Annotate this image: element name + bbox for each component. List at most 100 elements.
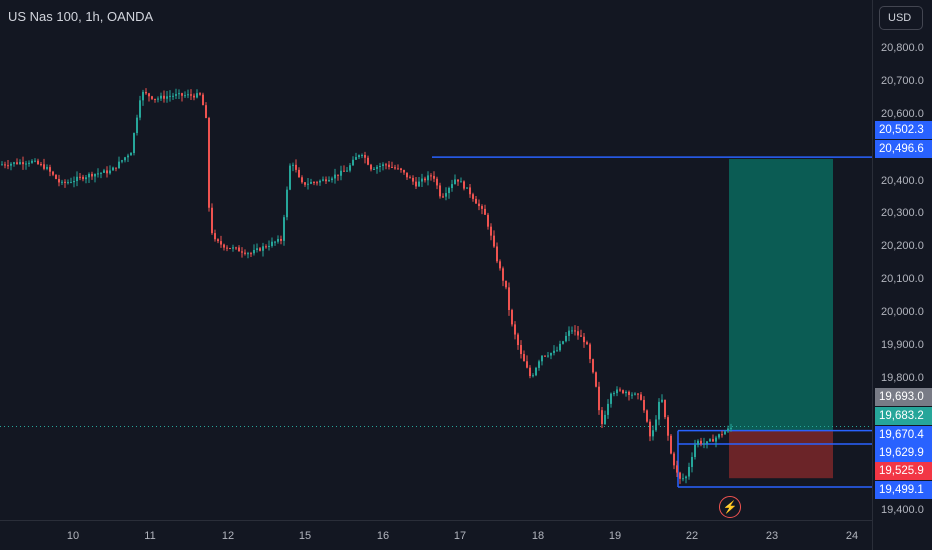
flash-icon[interactable]: ⚡	[719, 496, 741, 518]
candle-body	[64, 181, 66, 183]
candle-body	[478, 203, 480, 207]
candle-body	[496, 246, 498, 262]
time-label: 18	[531, 530, 545, 542]
candle-body	[592, 359, 594, 373]
price-tick: 20,700.0	[881, 75, 924, 87]
candle-body	[202, 94, 204, 106]
price-badge-stop: 19,525.9	[875, 462, 932, 480]
candle-body	[658, 401, 660, 420]
price-tick: 20,200.0	[881, 240, 924, 252]
candle-body	[181, 93, 183, 96]
candle-body	[406, 172, 408, 178]
candle-body	[325, 179, 327, 182]
candle-body	[235, 247, 237, 249]
candle-body	[637, 393, 639, 395]
candle-body	[538, 361, 540, 368]
candle-body	[589, 344, 591, 360]
time-label: 22	[685, 530, 699, 542]
candle-body	[550, 352, 552, 356]
candle-body	[394, 167, 396, 169]
price-axis[interactable]: USD 20,800.0 20,700.0 20,600.0 20,400.0 …	[872, 0, 932, 550]
candle-body	[706, 441, 708, 444]
candle-body	[463, 181, 465, 189]
candle-body	[433, 175, 435, 179]
chart-area[interactable]: US Nas 100, 1h, OANDA ⚡	[0, 0, 872, 520]
candle-body	[460, 181, 462, 183]
candle-body	[634, 393, 636, 395]
candle-body	[193, 95, 195, 98]
candle-body	[445, 193, 447, 197]
candle-body	[34, 160, 36, 162]
candle-body	[49, 167, 51, 172]
time-label: 19	[608, 530, 622, 542]
candle-body	[229, 248, 231, 250]
candle-body	[373, 168, 375, 170]
candle-body	[4, 164, 6, 166]
candle-body	[142, 91, 144, 101]
candle-body	[187, 94, 189, 96]
candle-body	[667, 417, 669, 436]
candle-body	[208, 117, 210, 208]
candle-body	[289, 165, 291, 190]
candle-body	[475, 198, 477, 204]
candle-body	[661, 399, 663, 402]
candle-body	[253, 250, 255, 254]
candle-body	[727, 428, 729, 432]
candle-body	[73, 180, 75, 183]
candle-body	[22, 162, 24, 165]
candle-body	[70, 182, 72, 184]
candle-body	[184, 95, 186, 97]
candle-body	[526, 361, 528, 368]
candle-body	[655, 419, 657, 431]
candle-body	[604, 414, 606, 425]
candle-body	[451, 184, 453, 189]
candle-body	[58, 178, 60, 183]
candle-body	[307, 183, 309, 185]
time-label: 12	[221, 530, 235, 542]
profit-zone	[729, 159, 833, 431]
candle-body	[679, 472, 681, 479]
candle-body	[175, 94, 177, 96]
candle-body	[337, 174, 339, 176]
candle-body	[430, 175, 432, 177]
candle-body	[67, 182, 69, 184]
price-badge-target: 20,496.6	[875, 140, 932, 158]
price-chart[interactable]	[0, 0, 872, 520]
candle-body	[130, 153, 132, 156]
candle-body	[304, 182, 306, 185]
candle-body	[532, 375, 534, 377]
candle-body	[670, 435, 672, 454]
candle-body	[676, 465, 678, 473]
candle-body	[418, 181, 420, 187]
currency-button[interactable]: USD	[879, 6, 923, 30]
candle-body	[715, 437, 717, 442]
candle-body	[46, 167, 48, 169]
candle-body	[157, 98, 159, 100]
candle-body	[724, 431, 726, 435]
candle-body	[664, 399, 666, 418]
price-tick: 20,000.0	[881, 306, 924, 318]
time-label: 24	[845, 530, 859, 542]
time-axis[interactable]: 10 11 12 15 16 17 18 19 22 23 24	[0, 520, 872, 550]
candle-body	[259, 248, 261, 251]
candle-body	[250, 253, 252, 255]
candle-body	[127, 155, 129, 158]
candle-body	[151, 96, 153, 99]
candle-body	[286, 189, 288, 218]
candle-body	[349, 165, 351, 171]
candle-body	[367, 157, 369, 165]
candle-body	[190, 94, 192, 96]
candle-body	[295, 164, 297, 170]
candle-body	[628, 391, 630, 395]
candle-body	[211, 207, 213, 234]
time-label: 23	[765, 530, 779, 542]
candle-body	[427, 175, 429, 181]
candle-body	[691, 456, 693, 467]
candle-body	[448, 188, 450, 194]
price-tick: 20,100.0	[881, 273, 924, 285]
candle-body	[205, 105, 207, 118]
candle-body	[583, 336, 585, 343]
candle-body	[565, 335, 567, 342]
candle-body	[379, 165, 381, 167]
candle-body	[553, 350, 555, 353]
